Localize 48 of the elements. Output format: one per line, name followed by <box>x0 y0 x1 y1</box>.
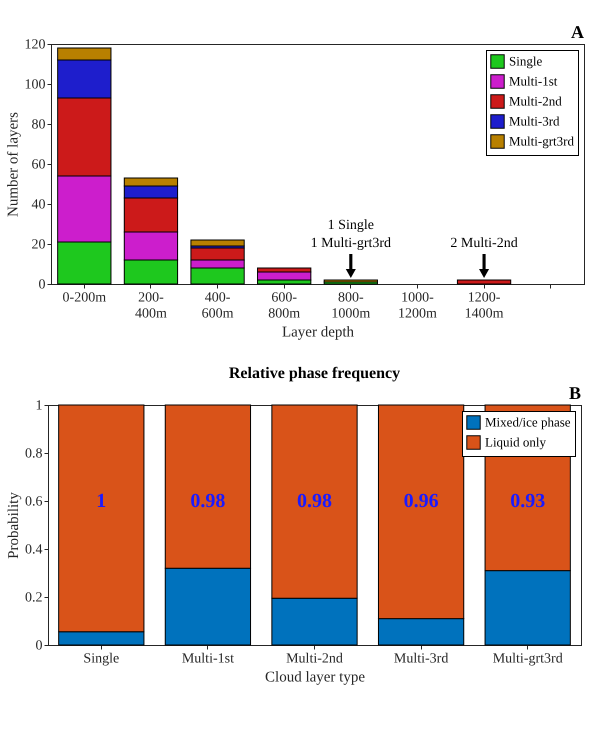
x-axis-title: Layer depth <box>282 324 355 340</box>
y-tick-label: 100 <box>24 78 46 92</box>
y-tick-label: 0.8 <box>25 446 42 462</box>
y-tick-label: 0.2 <box>25 590 42 606</box>
annotation: 1 Single 1 Multi-grt3rd <box>310 218 392 251</box>
annotation: 0.98 <box>297 490 332 512</box>
y-tick-label: 40 <box>32 198 46 212</box>
legend-label: Multi-2nd <box>509 94 562 108</box>
x-tick-label: 400-600m <box>202 290 234 322</box>
y-axis-title: Probability <box>6 492 22 559</box>
y-axis-title: Number of layers <box>6 112 22 217</box>
x-tick-label: 0-200m <box>62 290 106 306</box>
y-tick-label: 120 <box>24 38 46 52</box>
chart-title: Relative phase frequency <box>228 365 400 382</box>
annotation: 0.93 <box>510 490 546 512</box>
legend-label: Mixed/ice phase <box>485 414 571 430</box>
y-tick-label: 20 <box>32 238 46 252</box>
y-tick-label: 0 <box>36 638 42 654</box>
x-tick-label: Multi-2nd <box>286 652 343 666</box>
x-tick-label: Single <box>83 652 120 666</box>
y-tick-label: 1 <box>36 398 42 414</box>
legend-label: Liquid only <box>485 434 547 450</box>
legend-label: Multi-grt3rd <box>509 134 574 148</box>
y-tick-label: 0.6 <box>25 494 42 510</box>
x-tick-label: 200-400m <box>134 290 167 322</box>
annotation: 0.96 <box>404 490 439 512</box>
x-tick-label: 800-1000m <box>331 290 370 322</box>
x-tick-label: Multi-3rd <box>394 652 448 666</box>
x-tick-label: Multi-grt3rd <box>492 652 563 666</box>
x-tick-label: 1200-1400m <box>464 290 504 322</box>
legend-label: Multi-3rd <box>509 114 560 128</box>
annotation: 1 <box>96 490 106 512</box>
annotation: 0.98 <box>190 490 226 512</box>
bar <box>456 280 512 284</box>
x-tick-label: 600-800m <box>268 290 300 322</box>
legend-label: Single <box>509 54 542 68</box>
y-tick-label: 60 <box>32 158 46 172</box>
annotation: 2 Multi-2nd <box>450 236 518 251</box>
x-tick-label: 1000-1200m <box>398 290 437 322</box>
y-tick-label: 0.4 <box>25 542 42 558</box>
x-axis-title: Cloud layer type <box>265 670 366 686</box>
y-tick-label: 80 <box>32 118 46 132</box>
y-tick-label: 0 <box>38 278 46 292</box>
text: A <box>571 22 584 42</box>
legend-label: Multi-1st <box>509 74 558 88</box>
x-tick-label: Multi-1st <box>182 652 234 666</box>
bar <box>190 240 245 246</box>
text: B <box>568 383 581 403</box>
